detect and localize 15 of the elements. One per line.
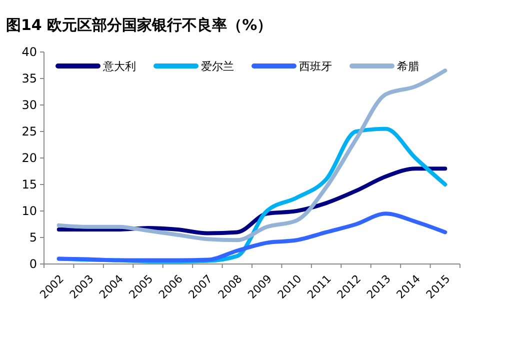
legend-label: 爱尔兰 — [201, 60, 234, 73]
y-tick-label: 10 — [22, 204, 37, 218]
y-tick-label: 40 — [22, 45, 37, 60]
chart-title: 图14 欧元区部分国家银行不良率（%） — [6, 16, 272, 34]
legend-label: 西班牙 — [299, 60, 332, 73]
y-tick-label: 35 — [22, 72, 37, 86]
y-tick-label: 0 — [29, 257, 37, 272]
legend-label: 希腊 — [397, 60, 419, 73]
line-series — [56, 212, 448, 262]
y-tick-label: 20 — [22, 151, 37, 166]
y-tick-label: 15 — [22, 178, 37, 192]
y-tick-label: 25 — [22, 124, 37, 139]
legend-label: 意大利 — [102, 60, 136, 73]
y-tick-label: 30 — [22, 98, 37, 112]
y-tick-label: 5 — [29, 230, 37, 245]
